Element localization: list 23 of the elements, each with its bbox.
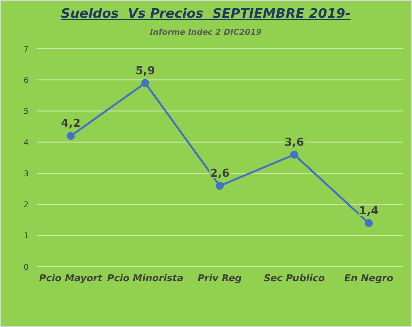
x-tick-label: Pcio Mayort [39, 274, 104, 285]
x-tick-label: Pcio Minorista [107, 274, 184, 285]
data-label: 4,2 [61, 117, 81, 130]
chart-subtitle: Informe Indec 2 DIC2019 [149, 28, 263, 37]
y-tick-label: 1 [24, 232, 29, 241]
data-label: 1,4 [359, 204, 380, 218]
chart-title: Sueldos Vs Precios SEPTIEMBRE 2019- [60, 6, 352, 22]
point [290, 150, 298, 159]
y-tick-label: 2 [24, 200, 29, 210]
point [142, 79, 150, 88]
x-tick-label: Priv Reg [198, 274, 242, 285]
point [67, 132, 75, 140]
point [365, 219, 373, 228]
point [216, 182, 224, 190]
data-label: 5,9 [136, 64, 156, 78]
y-tick-label: 3 [24, 169, 29, 178]
x-tick-label: En Negro [344, 274, 394, 285]
y-tick-label: 5 [24, 107, 29, 116]
y-tick-label: 4 [24, 138, 29, 148]
y-tick-label: 0 [24, 262, 29, 272]
y-tick-label: 7 [24, 44, 29, 54]
x-tick-label: Sec Publico [264, 274, 326, 285]
y-tick-label: 6 [24, 76, 29, 85]
